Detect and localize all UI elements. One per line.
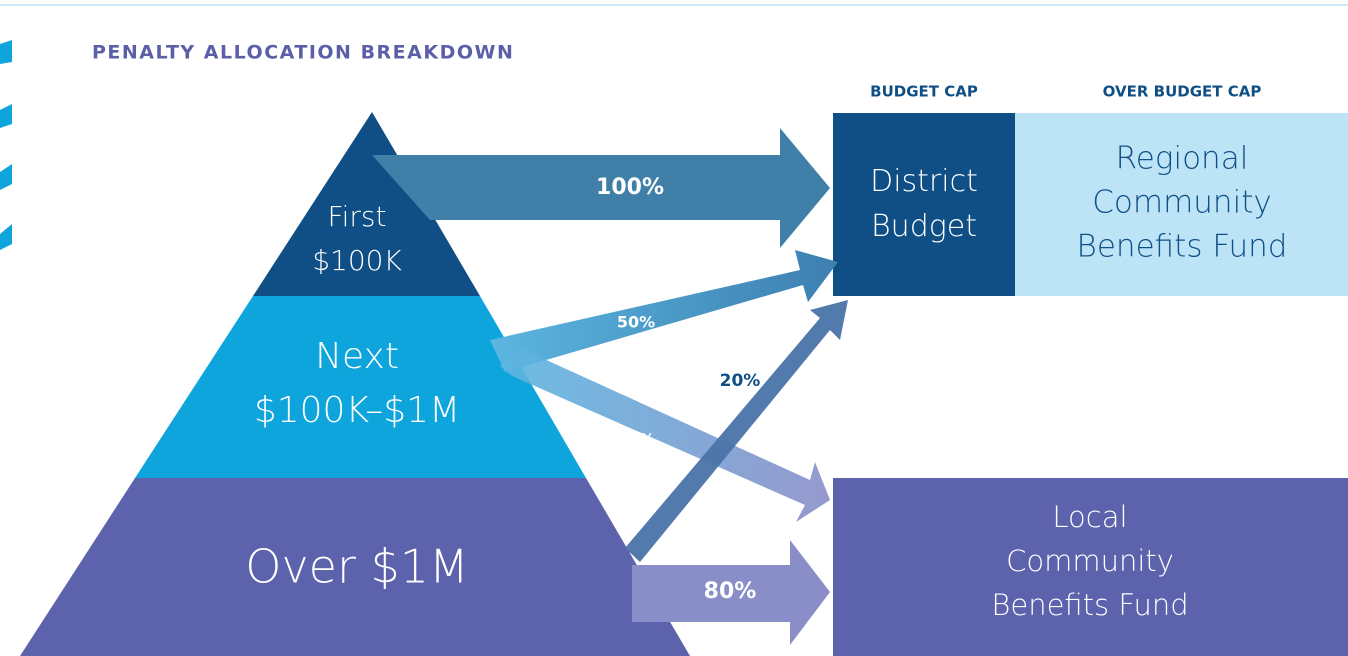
destination-label: Regional	[1116, 141, 1249, 177]
regional-box	[1015, 113, 1348, 296]
arrow	[372, 128, 830, 248]
title: PENALTY ALLOCATION BREAKDOWN	[92, 42, 514, 64]
destination-label: Budget	[871, 209, 977, 244]
tier-label: $100K–$1M	[254, 390, 460, 431]
destination-label: Benefits Fund	[991, 588, 1188, 622]
pyramid-tier	[135, 296, 586, 478]
flow-label: 100%	[596, 175, 664, 200]
destination-label: Community	[1006, 544, 1174, 578]
destination-label: Local	[1052, 500, 1127, 534]
arrow	[490, 250, 838, 372]
flow-label: 80%	[704, 579, 757, 604]
column-header: BUDGET CAP	[870, 83, 978, 101]
arrow	[625, 300, 848, 562]
local-box	[833, 478, 1348, 656]
side-tabs	[0, 40, 12, 250]
pyramid-tier	[20, 478, 690, 656]
column-header: OVER BUDGET CAP	[1103, 83, 1262, 101]
flow-label: 50%	[617, 313, 655, 332]
destination-label: Benefits Fund	[1077, 229, 1288, 265]
flow-label: 50%	[617, 430, 655, 449]
arrow	[500, 348, 830, 522]
arrow	[632, 540, 830, 645]
destination-label: District	[870, 164, 978, 199]
district-box	[833, 113, 1015, 296]
pyramid-tier	[253, 112, 480, 296]
tier-label: $100K	[312, 244, 402, 277]
tier-label: Next	[315, 336, 399, 377]
flow-label: 20%	[720, 371, 761, 391]
labels: First $100K Next $100K–$1M Over $1M District B…	[245, 141, 1287, 623]
destination-label: Community	[1092, 185, 1271, 221]
tier-label: Over $1M	[245, 540, 469, 594]
tier-label: First	[328, 200, 387, 233]
